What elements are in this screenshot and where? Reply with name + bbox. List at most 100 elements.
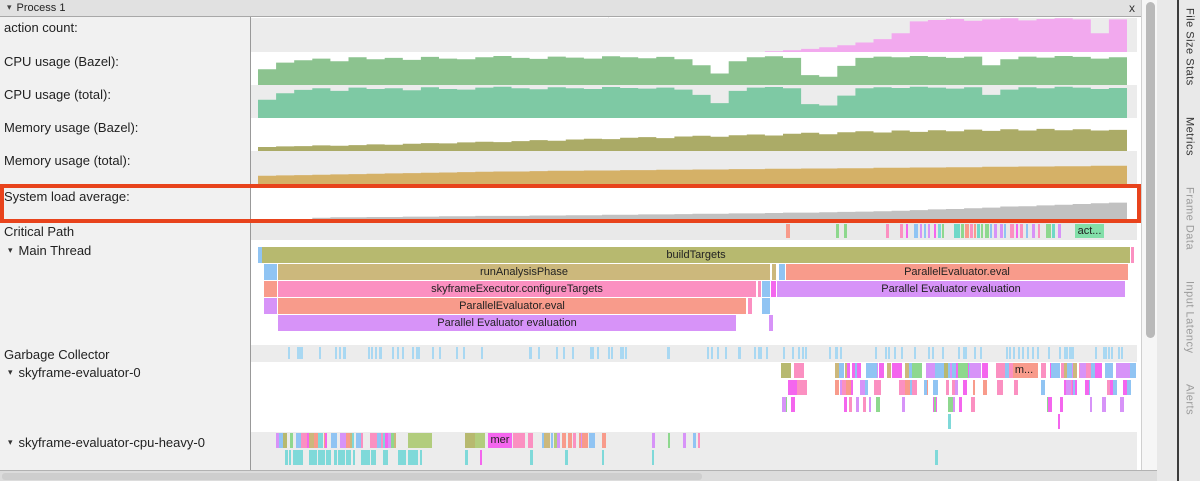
tick[interactable]	[698, 433, 700, 448]
tick[interactable]	[717, 347, 719, 359]
process-header[interactable]: ▾ Process 1 x	[0, 0, 1141, 17]
process-title[interactable]: ▾ Process 1	[7, 2, 65, 14]
tick[interactable]	[513, 433, 525, 448]
tick[interactable]	[361, 450, 366, 465]
tick[interactable]	[869, 397, 871, 412]
tick[interactable]	[1093, 363, 1102, 378]
tick[interactable]	[910, 363, 922, 378]
tick[interactable]	[902, 397, 905, 412]
tick[interactable]	[683, 433, 686, 448]
tick[interactable]	[264, 264, 277, 280]
flame-bar[interactable]: m...	[1010, 363, 1038, 378]
tick[interactable]	[554, 433, 557, 448]
tick[interactable]	[970, 363, 981, 378]
tick[interactable]	[900, 224, 903, 238]
skyframe-evaluator-0-row[interactable]: m...	[251, 362, 1137, 432]
tick[interactable]	[829, 347, 831, 359]
tick[interactable]	[914, 224, 918, 238]
tick[interactable]	[1066, 380, 1071, 395]
tick[interactable]	[391, 433, 394, 448]
tick[interactable]	[920, 224, 922, 238]
tick[interactable]	[1049, 397, 1052, 412]
tick[interactable]	[602, 433, 606, 448]
tick[interactable]	[844, 224, 847, 238]
tick[interactable]	[725, 347, 727, 359]
tick[interactable]	[1080, 363, 1086, 378]
tick[interactable]	[563, 347, 565, 359]
track-label-skyframe-evaluator-cpu-heavy-0[interactable]: ▾ skyframe-evaluator-cpu-heavy-0	[8, 435, 205, 450]
tick[interactable]	[301, 433, 307, 448]
tick[interactable]	[928, 224, 930, 238]
tick[interactable]	[876, 397, 880, 412]
tick[interactable]	[372, 450, 376, 465]
tick[interactable]	[1014, 380, 1018, 395]
tick[interactable]	[1060, 397, 1063, 412]
tick[interactable]	[371, 433, 377, 448]
vertical-scrollbar-thumb[interactable]	[1146, 2, 1155, 338]
tick[interactable]	[463, 347, 465, 359]
tick[interactable]	[798, 347, 800, 359]
tick[interactable]	[551, 433, 553, 448]
tick[interactable]	[990, 224, 992, 238]
tick[interactable]	[835, 380, 839, 395]
tick[interactable]	[865, 380, 868, 395]
tick[interactable]	[839, 363, 844, 378]
tick[interactable]	[793, 380, 800, 395]
tick[interactable]	[258, 247, 262, 263]
tick[interactable]	[1032, 347, 1034, 359]
tick[interactable]	[1009, 363, 1013, 378]
tick[interactable]	[965, 224, 969, 238]
tick[interactable]	[371, 347, 373, 359]
tick[interactable]	[385, 433, 388, 448]
tick[interactable]	[899, 380, 905, 395]
tick[interactable]	[974, 347, 976, 359]
tick[interactable]	[852, 363, 855, 378]
tick[interactable]	[970, 224, 973, 238]
tick[interactable]	[762, 281, 770, 297]
tick[interactable]	[314, 433, 318, 448]
tick[interactable]	[321, 450, 325, 465]
counter-row-cpu-bazel[interactable]	[251, 52, 1137, 85]
tick[interactable]	[365, 450, 370, 465]
tick[interactable]	[924, 380, 927, 395]
tick[interactable]	[997, 380, 1000, 395]
tick[interactable]	[298, 347, 300, 359]
counter-row-action-count[interactable]	[251, 18, 1137, 52]
flame-bar[interactable]: ParallelEvaluator.eval	[278, 298, 746, 314]
tick[interactable]	[589, 433, 595, 448]
tick[interactable]	[779, 264, 785, 280]
tab-input-latency[interactable]: Input Latency	[1183, 280, 1196, 354]
tick[interactable]	[420, 450, 422, 465]
tick[interactable]	[409, 450, 414, 465]
collapse-triangle-icon[interactable]: ▾	[8, 367, 13, 377]
tick[interactable]	[562, 433, 566, 448]
tick[interactable]	[393, 433, 396, 448]
counter-chart-action-count[interactable]	[258, 18, 1127, 52]
tick[interactable]	[344, 347, 346, 359]
tick[interactable]	[376, 433, 381, 448]
tick[interactable]	[771, 281, 776, 297]
tick[interactable]	[1058, 414, 1060, 429]
tick[interactable]	[942, 224, 944, 238]
tick[interactable]	[592, 347, 594, 359]
tick[interactable]	[1020, 224, 1023, 238]
flame-bar[interactable]: Parallel Evaluator evaluation	[777, 281, 1125, 297]
tick[interactable]	[844, 397, 847, 412]
tick[interactable]	[582, 433, 588, 448]
counter-row-mem-total[interactable]	[251, 151, 1137, 184]
tick[interactable]	[934, 397, 936, 412]
tick[interactable]	[802, 380, 807, 395]
tick[interactable]	[769, 315, 773, 331]
tick[interactable]	[1121, 363, 1130, 378]
tick[interactable]	[1009, 347, 1011, 359]
tick[interactable]	[401, 450, 406, 465]
tick[interactable]	[529, 347, 531, 359]
tick[interactable]	[1046, 224, 1051, 238]
tick[interactable]	[1048, 347, 1050, 359]
tick[interactable]	[544, 433, 550, 448]
tick[interactable]	[285, 450, 288, 465]
tick[interactable]	[481, 347, 483, 359]
tick[interactable]	[788, 380, 796, 395]
tick[interactable]	[934, 224, 936, 238]
tab-frame-data[interactable]: Frame Data	[1183, 186, 1196, 250]
